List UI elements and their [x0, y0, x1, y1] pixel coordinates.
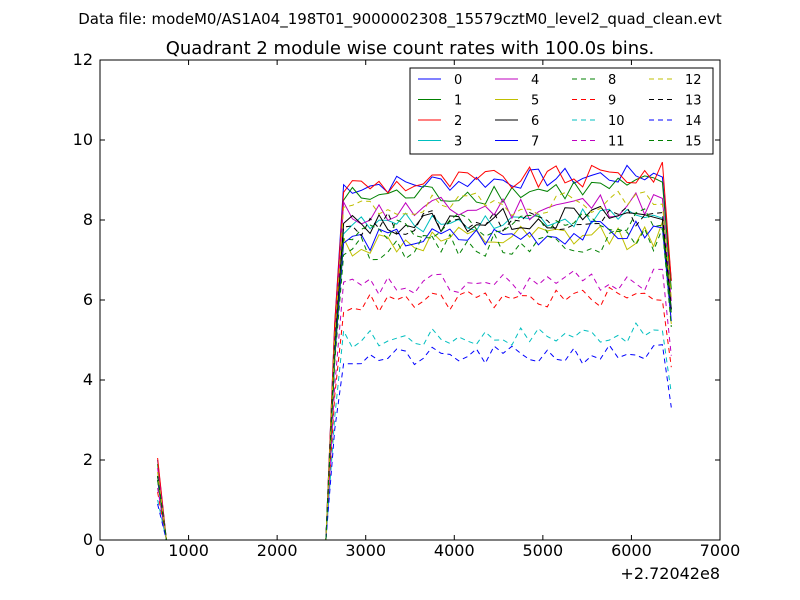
series-line-8 — [157, 227, 672, 541]
chart-title: Quadrant 2 module wise count rates with … — [166, 38, 655, 59]
series-line-4 — [157, 191, 672, 541]
y-tick-label: 12 — [73, 50, 93, 69]
x-tick-label: 4000 — [434, 541, 475, 560]
legend-label: 1 — [454, 94, 462, 109]
legend-label: 10 — [608, 114, 625, 129]
legend-label: 4 — [531, 73, 539, 88]
legend-box — [409, 67, 714, 155]
series-line-5 — [157, 221, 672, 541]
x-tick-label: 6000 — [611, 541, 652, 560]
y-tick-label: 2 — [83, 450, 93, 469]
series-line-6 — [157, 205, 672, 541]
series-line-13 — [157, 206, 672, 541]
series-line-10 — [157, 322, 672, 541]
legend-label: 2 — [454, 114, 462, 129]
series-line-15 — [157, 208, 672, 541]
legend-label: 13 — [685, 94, 702, 109]
legend-label: 15 — [685, 135, 702, 150]
legend-label: 8 — [608, 73, 616, 88]
legend-label: 3 — [454, 135, 462, 150]
legend-label: 7 — [531, 135, 539, 150]
y-tick-label: 0 — [83, 530, 93, 549]
legend-label: 0 — [454, 73, 462, 88]
series-line-3 — [157, 207, 672, 541]
plot-lines — [157, 161, 672, 541]
x-tick-label: 1000 — [168, 541, 209, 560]
y-tick-label: 8 — [83, 210, 93, 229]
legend-label: 5 — [531, 94, 539, 109]
series-line-9 — [157, 286, 672, 541]
series-line-14 — [157, 344, 672, 541]
x-tick-label: 2000 — [257, 541, 298, 560]
y-tick-label: 10 — [73, 130, 93, 149]
x-tick-label: 0 — [95, 541, 105, 560]
legend-label: 6 — [531, 114, 539, 129]
x-axis: 0 1000 2000 3000 4000 5000 6000 7000 — [95, 60, 740, 560]
chart-suptitle: Data file: modeM0/AS1A04_198T01_90000023… — [78, 10, 722, 29]
y-tick-label: 4 — [83, 370, 93, 389]
series-line-11 — [157, 268, 672, 541]
series-line-7 — [157, 220, 672, 541]
x-tick-label: 5000 — [522, 541, 563, 560]
legend-label: 12 — [685, 73, 702, 88]
x-offset-label: +2.72042e8 — [620, 564, 720, 583]
x-tick-label: 7000 — [700, 541, 741, 560]
legend-label: 9 — [608, 94, 616, 109]
legend-label: 14 — [685, 114, 702, 129]
y-tick-label: 6 — [83, 290, 93, 309]
x-tick-label: 3000 — [345, 541, 386, 560]
legend-label: 11 — [608, 135, 625, 150]
